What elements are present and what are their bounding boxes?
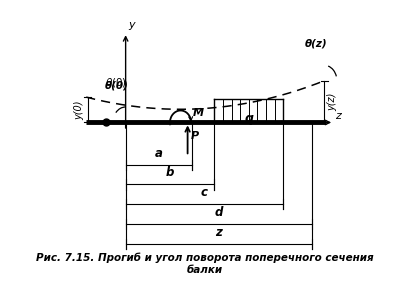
Text: y: y	[128, 19, 135, 30]
Text: b: b	[166, 166, 174, 179]
Text: a: a	[155, 147, 163, 160]
Text: q: q	[244, 113, 253, 126]
Text: P: P	[191, 131, 198, 141]
Text: M: M	[192, 108, 204, 118]
Text: θ(0): θ(0)	[105, 80, 128, 90]
Text: Рис. 7.15. Прогиб и угол поворота поперечного сечения
балки: Рис. 7.15. Прогиб и угол поворота попере…	[36, 253, 373, 275]
Text: c: c	[201, 186, 208, 199]
Text: $\theta(0)$: $\theta(0)$	[105, 76, 127, 89]
Text: θ(z): θ(z)	[304, 38, 327, 48]
Text: z: z	[215, 226, 222, 238]
Text: d: d	[214, 206, 223, 219]
Text: z: z	[335, 111, 342, 121]
Text: y(0): y(0)	[74, 100, 84, 120]
Text: y(z): y(z)	[328, 93, 338, 111]
